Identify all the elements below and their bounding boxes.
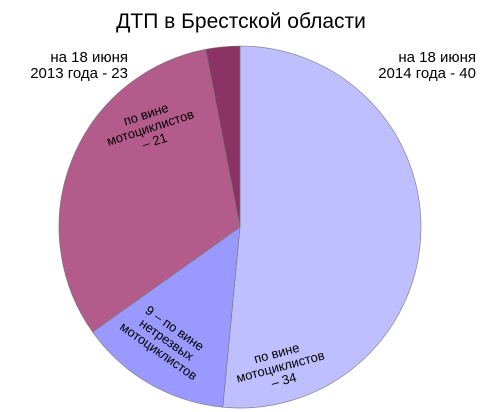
pie-slice (222, 45, 422, 409)
pie-slice (92, 226, 241, 408)
pie-slice (58, 48, 241, 333)
chart-title: ДТП в Брестской области (116, 10, 366, 33)
annotation: на 18 июня 2014 года - 40 (378, 49, 476, 82)
annotation: на 18 июня 2013 года - 23 (30, 49, 128, 82)
pie-slice (205, 45, 241, 228)
